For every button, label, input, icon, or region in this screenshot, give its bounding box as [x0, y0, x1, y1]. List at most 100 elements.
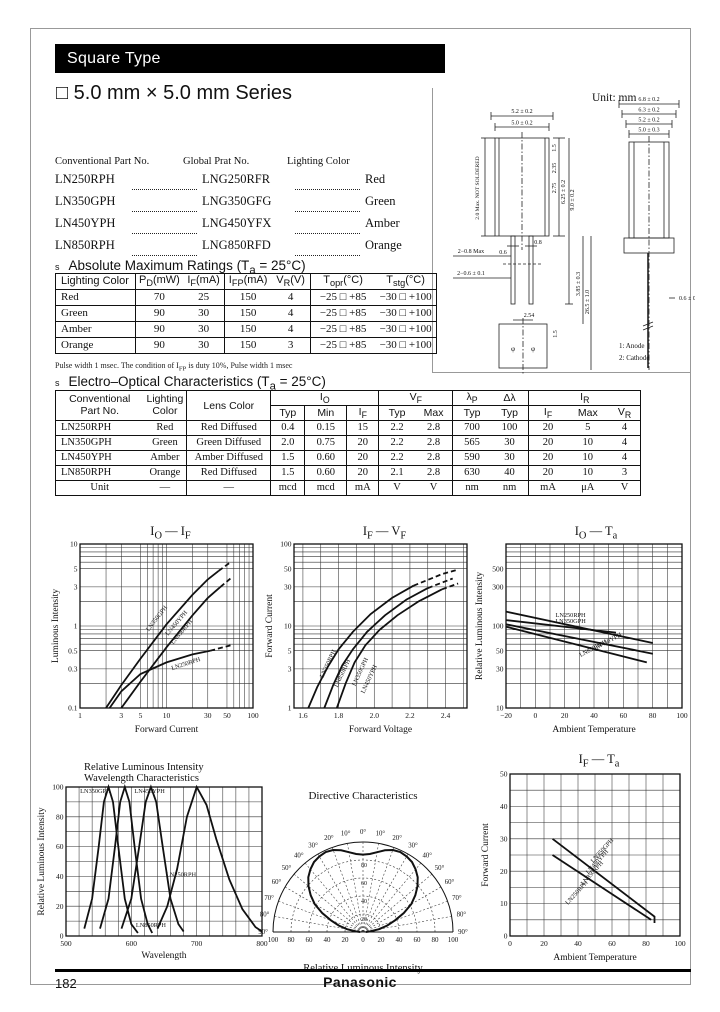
- part-list-rows: LN250RPH LNG250RFR Red LN350GPH LNG350GFG Gre…: [55, 172, 419, 260]
- section-bullet: s: [55, 262, 60, 272]
- part-list-row: LN850RPH LNG850RFD Orange: [55, 238, 419, 260]
- table-cell: −30 □ +100: [374, 305, 437, 322]
- svg-text:0: 0: [504, 932, 508, 941]
- table-header-cell: λP: [452, 389, 491, 406]
- section-title: Electro–Optical Characteristics (Ta = 25…: [68, 374, 326, 393]
- dim-label: 6.3 ± 0.2: [638, 108, 659, 114]
- chart-title: IF — VF: [362, 524, 407, 542]
- polar-radius-label: 40: [361, 899, 367, 905]
- y-axis-label: Forward Current: [265, 594, 275, 658]
- table-cell: V: [414, 480, 453, 496]
- table-cell: 10: [566, 465, 609, 481]
- polar-bottom-label: 40: [396, 936, 404, 944]
- polar-radius-label: 60: [361, 881, 367, 887]
- table-cell: 2.0: [270, 435, 305, 451]
- part-list-row: LN350GPH LNG350GFG Green: [55, 194, 419, 216]
- table-header-cell: Typ: [378, 405, 415, 421]
- curve-label: LN250RPH: [319, 648, 338, 679]
- svg-text:40: 40: [500, 802, 508, 811]
- table-cell: 3: [608, 465, 641, 481]
- chart-io-if-box: IO — IF 1 3 5 10 30 50 100 0.1 0.3 0.5 1 3 5 10 LN350G…: [50, 524, 265, 741]
- polar-bottom-label: 20: [378, 936, 386, 944]
- polar-angle-label: 50°: [282, 865, 292, 872]
- series-LN350GPH: [505, 610, 653, 644]
- svg-text:10: 10: [496, 704, 504, 713]
- dim-label: 2−0.6 ± 0.1: [457, 271, 485, 277]
- conventional-part-no: LN250RPH: [55, 172, 115, 186]
- curve-label: LN350GPH: [555, 618, 586, 625]
- plot-frame: [509, 773, 681, 937]
- svg-text:1: 1: [288, 704, 292, 713]
- table-cell: mcd: [304, 480, 347, 496]
- table-cell: 10: [566, 435, 609, 451]
- svg-text:1: 1: [78, 711, 82, 720]
- table-header-cell: Typ: [490, 405, 529, 421]
- curve-label: LN450YPH: [134, 788, 165, 795]
- horizontal-divider: [432, 372, 691, 373]
- series: [83, 783, 263, 934]
- chart-title: Directive Characteristics: [308, 790, 418, 802]
- table-cell: 20: [528, 435, 567, 451]
- dim-label: 26.5 ± 1.0: [585, 290, 591, 314]
- table-cell: μA: [566, 480, 609, 496]
- table-cell: −25 □ +85: [310, 321, 375, 338]
- table-cell: 20: [346, 450, 379, 466]
- dim-label: 5.0 ± 0.3: [638, 128, 659, 134]
- y-axis-label: Relative Luminous Intensity: [37, 807, 47, 915]
- table-cell: LN450YPH: [55, 450, 144, 466]
- x-axis-label: Ambient Temperature: [552, 725, 635, 735]
- chart-directive: 0° 10° 10° 20° 20° 30° 30° 40° 40° 50° 50° 60° 60° 70…: [240, 806, 486, 963]
- plot-frame: [293, 543, 468, 709]
- series-LN250RPH-dashed: [209, 644, 231, 652]
- table-header-cell: Max: [566, 405, 609, 421]
- chart-io-if-svg: 1 3 5 10 30 50 1000.10.30.513510LN350GPHLN450Y…: [51, 540, 259, 735]
- dim-label: 2.54: [524, 313, 535, 319]
- table-cell: 90: [134, 305, 183, 322]
- table-cell: 4: [608, 450, 641, 466]
- table-cell: −25 □ +85: [310, 337, 375, 354]
- x-axis-label: Forward Current: [135, 725, 199, 735]
- table-cell: 5: [566, 420, 609, 436]
- svg-text:10: 10: [284, 622, 292, 631]
- polar-radial-line: [362, 916, 452, 933]
- polar-radial-line: [362, 853, 409, 933]
- curve-label: LN350GPH: [80, 788, 111, 795]
- table-row: LN850RPH Orange Red Diffused 1.5 0.60 20 2.1 2.…: [55, 465, 641, 481]
- global-part-no: LNG350GFG: [202, 194, 272, 208]
- dotted-leader: [295, 189, 360, 190]
- table-cell: 4: [608, 420, 641, 436]
- y-tick-labels: 10 30 50 100 300 500: [492, 564, 504, 712]
- drawing-lines: [453, 100, 680, 374]
- series-LN350GPH: [105, 570, 220, 709]
- svg-text:50: 50: [500, 770, 508, 779]
- svg-text:0.3: 0.3: [68, 664, 78, 673]
- svg-text:0: 0: [533, 711, 537, 720]
- mechanical-drawing: 5.2 ± 0.2 5.0 ± 0.2 2.0 Max. NOT SOLDERE…: [453, 97, 695, 374]
- table-cell: —: [143, 480, 187, 496]
- chart-title: Relative Luminous Intensity Wavelength C…: [84, 762, 204, 785]
- grid: [506, 544, 682, 708]
- dim-label: 2.0 Max. NOT SOLDERED: [475, 156, 481, 219]
- polar-radial-line: [278, 900, 364, 933]
- table-cell: 4: [608, 435, 641, 451]
- polar-angle-label: 90°: [458, 929, 468, 936]
- table-cell: mA: [346, 480, 379, 496]
- page-frame: [30, 28, 691, 985]
- table-cell: 150: [224, 321, 271, 338]
- svg-text:500: 500: [492, 564, 504, 573]
- series-LN350GPH-LN450YPH-LN850RPH: [551, 838, 656, 923]
- table-cell: mcd: [270, 480, 305, 496]
- polar-radial-line: [293, 873, 364, 933]
- table-header-cell: Δλ: [490, 389, 529, 406]
- footnote: Pulse width 1 msec. The condition of IFP…: [55, 361, 293, 373]
- svg-text:20: 20: [561, 711, 569, 720]
- table-cell: Red: [143, 420, 187, 436]
- y-tick-labels: 0 10 20 30 40 50: [500, 770, 508, 941]
- table-cell: −30 □ +100: [374, 337, 437, 354]
- table-cell: Green: [143, 435, 187, 451]
- polar-angle-label: 90°: [258, 929, 268, 936]
- chart-wavelength: 500 600 700 800 0 20 40 60 80 100 LN350GPH LN450YPH…: [36, 783, 272, 967]
- table-cell: 0.60: [304, 465, 347, 481]
- global-part-no: LNG850RFD: [202, 238, 271, 252]
- svg-text:50: 50: [284, 564, 292, 573]
